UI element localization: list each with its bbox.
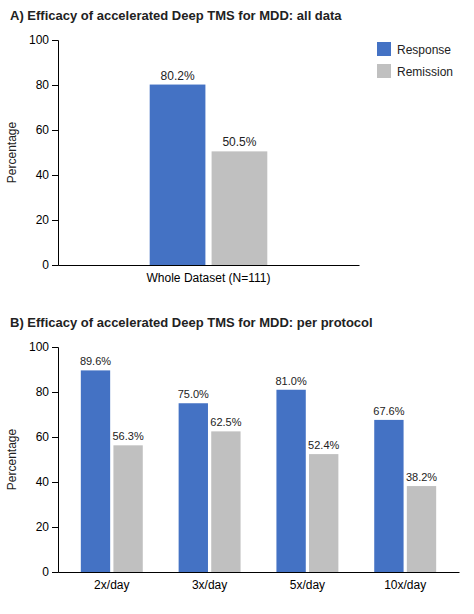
y-tick: 40 — [36, 168, 58, 182]
bar — [150, 85, 206, 265]
tick-mark — [52, 85, 58, 86]
data-label: 56.3% — [112, 430, 143, 442]
x-tick-label: Whole Dataset (N=111) — [147, 271, 271, 285]
data-label: 52.4% — [308, 439, 339, 451]
bar — [211, 431, 240, 572]
y-tick: 60 — [36, 123, 58, 137]
plot-area: 80.2% 50.5% 0 20 40 60 80 100 Whole Dataset (N=1… — [29, 33, 360, 284]
y-tick-label: 80 — [36, 78, 50, 92]
legend-label: Response — [397, 43, 451, 57]
legend-swatch — [377, 42, 391, 56]
bar — [113, 445, 142, 572]
y-tick: 0 — [42, 565, 58, 579]
data-label: 62.5% — [210, 416, 241, 428]
figure: A) Efficacy of accelerated Deep TMS for … — [0, 0, 474, 614]
x-tick: 2x/day — [94, 578, 129, 592]
tick-mark — [52, 175, 58, 176]
data-label: 75.0% — [178, 388, 209, 400]
x-tick-label: 2x/day — [94, 578, 129, 592]
y-tick-label: 0 — [42, 565, 49, 579]
bar — [212, 151, 268, 265]
x-axis: 2x/day 3x/day 5x/day 10x/day — [59, 573, 460, 592]
tick-mark — [52, 527, 58, 528]
tick-mark — [52, 482, 58, 483]
bar — [407, 486, 436, 572]
y-tick-label: 60 — [36, 123, 50, 137]
bars — [150, 85, 268, 265]
bar — [309, 454, 338, 572]
tick-mark — [52, 437, 58, 438]
y-tick: 60 — [36, 430, 58, 444]
legend: Response Remission — [377, 42, 453, 79]
y-tick-label: 20 — [36, 213, 50, 227]
bar — [81, 370, 110, 572]
y-tick-label: 40 — [36, 475, 50, 489]
y-tick: 40 — [36, 475, 58, 489]
y-tick-label: 60 — [36, 430, 50, 444]
bar — [179, 403, 208, 572]
plot-area: 89.6% 75.0% 81.0% 67.6% 56.3% 62.5% 52.4% 38.2%… — [29, 340, 460, 591]
x-tick: 3x/day — [192, 578, 227, 592]
tick-mark — [52, 392, 58, 393]
tick-mark — [52, 572, 58, 573]
tick-mark — [52, 220, 58, 221]
x-tick: Whole Dataset (N=111) — [147, 271, 271, 285]
x-tick: 5x/day — [290, 578, 325, 592]
tick-mark — [52, 347, 58, 348]
title: A) Efficacy of accelerated Deep TMS for … — [10, 8, 342, 23]
y-tick-label: 80 — [36, 385, 50, 399]
data-label: 50.5% — [222, 135, 256, 149]
bar — [276, 390, 305, 572]
y-axis-title: Percentage — [5, 428, 19, 490]
y-tick-label: 0 — [42, 258, 49, 272]
data-label: 80.2% — [161, 69, 195, 83]
y-tick: 0 — [42, 258, 58, 272]
x-tick: 10x/day — [384, 578, 426, 592]
axis-line — [59, 265, 360, 266]
data-labels: 80.2% 50.5% — [161, 69, 257, 150]
bar — [374, 420, 403, 572]
panel: A) Efficacy of accelerated Deep TMS for … — [5, 8, 453, 285]
bars — [81, 370, 436, 572]
legend-label: Remission — [397, 65, 453, 79]
y-axis: 0 20 40 60 80 100 — [29, 340, 59, 579]
y-tick: 80 — [36, 385, 58, 399]
panel: B) Efficacy of accelerated Deep TMS for … — [5, 315, 460, 592]
axis-line — [52, 41, 59, 266]
y-tick: 80 — [36, 78, 58, 92]
y-tick-label: 40 — [36, 168, 50, 182]
y-axis: 0 20 40 60 80 100 — [29, 33, 59, 272]
x-axis: Whole Dataset (N=111) — [59, 266, 360, 285]
data-label: 89.6% — [80, 355, 111, 367]
tick-mark — [52, 130, 58, 131]
tick-mark — [52, 40, 58, 41]
title: B) Efficacy of accelerated Deep TMS for … — [10, 315, 373, 330]
legend-item: Remission — [377, 64, 453, 79]
tick-mark — [52, 265, 58, 266]
axis-line — [52, 348, 59, 573]
y-tick: 100 — [29, 340, 58, 354]
legend-item: Response — [377, 42, 451, 57]
y-axis-title: Percentage — [5, 121, 19, 183]
x-tick-label: 3x/day — [192, 578, 227, 592]
x-tick-label: 5x/day — [290, 578, 325, 592]
y-tick: 100 — [29, 33, 58, 47]
data-label: 67.6% — [373, 405, 404, 417]
data-labels: 89.6% 75.0% 81.0% 67.6% 56.3% 62.5% 52.4% 38.2% — [80, 355, 437, 483]
legend-swatch — [377, 64, 391, 78]
axis-line — [59, 572, 460, 573]
data-label: 38.2% — [406, 471, 437, 483]
y-tick-label: 100 — [29, 33, 49, 47]
data-label: 81.0% — [276, 375, 307, 387]
y-tick-label: 20 — [36, 520, 50, 534]
y-tick: 20 — [36, 520, 58, 534]
y-tick-label: 100 — [29, 340, 49, 354]
y-tick: 20 — [36, 213, 58, 227]
x-tick-label: 10x/day — [384, 578, 426, 592]
